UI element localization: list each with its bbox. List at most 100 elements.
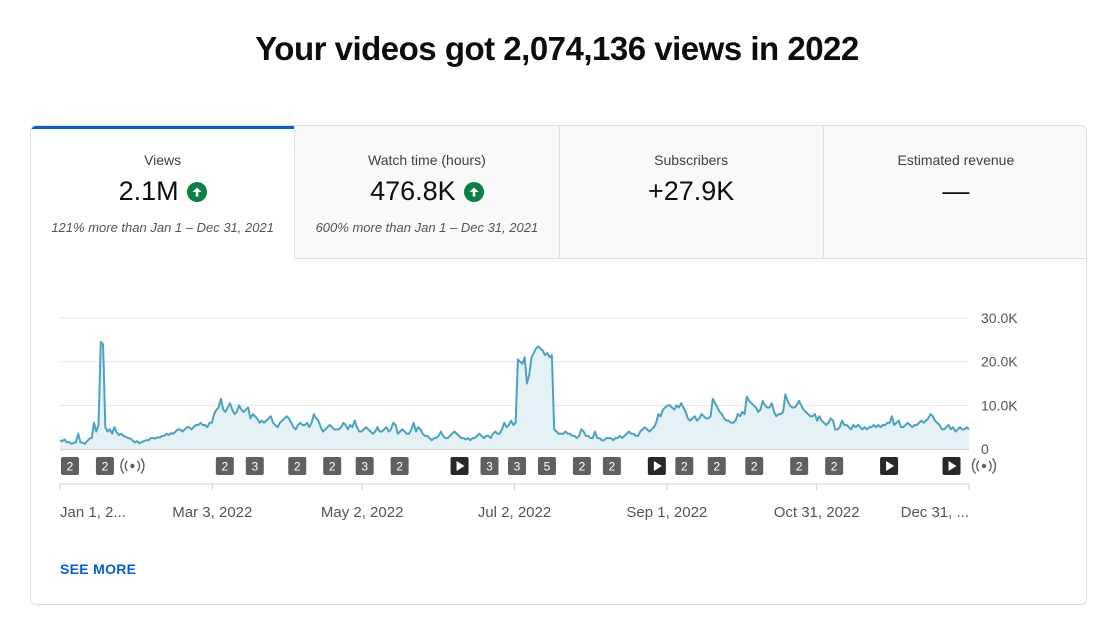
badge-box — [60, 457, 79, 475]
y-tick-label: 10.0K — [981, 397, 1018, 413]
x-tick-label: May 2, 2022 — [321, 504, 404, 521]
video-count-badge: 2 — [288, 457, 307, 475]
badge-count: 5 — [544, 460, 551, 474]
badge-count: 2 — [681, 460, 688, 474]
tab-subscribers[interactable]: Subscribers +27.9K — [559, 126, 824, 259]
series-area — [60, 342, 969, 449]
x-tick-label: Jul 2, 2022 — [478, 504, 551, 521]
badge-count: 3 — [251, 460, 258, 474]
tab-value: — — [824, 176, 1086, 207]
see-more-link[interactable]: SEE MORE — [60, 561, 137, 577]
video-count-badge: 2 — [707, 457, 726, 475]
series-line — [59, 341, 970, 445]
badge-box — [355, 457, 374, 475]
play-triangle — [653, 461, 662, 471]
video-count-badge: 2 — [95, 457, 114, 475]
tab-value-text: 2.1M — [118, 176, 179, 206]
tab-views[interactable]: Views 2.1M 121% more than Jan 1 – Dec 31… — [31, 126, 296, 259]
play-triangle — [948, 461, 957, 471]
badge-count: 2 — [102, 460, 109, 474]
video-count-badge: 2 — [745, 457, 764, 475]
tab-label: Subscribers — [654, 152, 729, 168]
y-tick-label: 0 — [981, 441, 989, 457]
live-dot — [130, 463, 135, 469]
views-chart: 30.0K 20.0K 10.0K 0 2 2 2 3 2 2 3 2 3 3 5 2 2 2 2 2 2 2 Jan 1,… — [31, 259, 1086, 539]
x-tick-label: Dec 31, ... — [901, 504, 969, 521]
badge-box — [507, 457, 526, 475]
video-count-badge: 3 — [507, 457, 526, 475]
live-icon — [971, 458, 997, 474]
tab-value-text: 476.8K — [370, 176, 456, 206]
tab-label: Watch time (hours) — [368, 152, 486, 168]
arrow-up-icon — [186, 181, 207, 202]
video-count-badge: 2 — [323, 457, 342, 475]
badge-count: 2 — [294, 460, 301, 474]
y-tick-label: 20.0K — [981, 354, 1018, 370]
video-count-badge: 2 — [60, 457, 79, 475]
x-tick-label: Oct 31, 2022 — [774, 504, 860, 521]
tab-value-text: — — [942, 176, 970, 206]
badge-count: 3 — [486, 460, 493, 474]
live-wave — [124, 460, 128, 472]
live-wave — [971, 458, 977, 474]
play-icon — [880, 457, 899, 475]
live-dot — [981, 463, 987, 469]
live-wave — [136, 460, 141, 472]
comparison-text: 600% more than Jan 1 – Dec 31, 2021 — [315, 220, 539, 235]
y-tick-label: 30.0K — [981, 310, 1018, 326]
tab-value-text: +27.9K — [647, 176, 735, 206]
video-count-badge: 2 — [390, 457, 409, 475]
page-title: Your videos got 2,074,136 views in 2022 — [255, 30, 859, 67]
video-count-badge: 2 — [572, 457, 591, 475]
badge-count: 2 — [751, 460, 758, 474]
analytics-card: Views 2.1M 121% more than Jan 1 – Dec 31… — [30, 125, 1087, 605]
video-count-badge: 2 — [215, 457, 234, 475]
badge-box — [707, 457, 726, 475]
badge-count: 2 — [396, 460, 403, 474]
play-triangle — [456, 461, 465, 471]
badge-count: 3 — [361, 460, 368, 474]
live-wave — [976, 460, 980, 472]
tab-watch-time[interactable]: Watch time (hours) 476.8K 600% more than… — [295, 126, 560, 259]
badge-box — [675, 457, 694, 475]
video-count-badge: 2 — [602, 457, 621, 475]
video-count-badge: 3 — [480, 457, 499, 475]
play-triangle — [886, 461, 895, 471]
badge-count: 2 — [579, 460, 586, 474]
badge-count: 2 — [609, 460, 616, 474]
live-wave — [120, 458, 125, 474]
badge-count: 2 — [329, 460, 336, 474]
metric-tabs: Views 2.1M 121% more than Jan 1 – Dec 31… — [31, 126, 1086, 259]
video-count-badge: 3 — [355, 457, 374, 475]
badge-count: 2 — [713, 460, 720, 474]
badge-box — [745, 457, 764, 475]
badge-box — [245, 457, 264, 475]
badge-box — [572, 457, 591, 475]
badge-box — [602, 457, 621, 475]
video-count-badge: 2 — [675, 457, 694, 475]
live-wave — [140, 458, 145, 474]
tab-label: Views — [144, 152, 182, 168]
badge-count: 3 — [514, 460, 521, 474]
badge-box — [95, 457, 114, 475]
video-count-badge: 3 — [245, 457, 264, 475]
tab-value: 2.1M — [31, 176, 294, 207]
badge-box — [215, 457, 234, 475]
badge-box — [288, 457, 307, 475]
badge-box — [480, 457, 499, 475]
video-count-badge: 2 — [790, 457, 809, 475]
live-wave — [991, 458, 997, 474]
tab-value: 476.8K — [295, 176, 558, 207]
play-icon — [647, 457, 666, 475]
tab-value: +27.9K — [560, 176, 823, 207]
x-tick-label: Sep 1, 2022 — [626, 504, 707, 521]
badge-count: 2 — [67, 460, 74, 474]
tab-estimated-revenue[interactable]: Estimated revenue — — [823, 126, 1086, 259]
live-icon — [120, 458, 145, 474]
tab-label: Estimated revenue — [897, 152, 1015, 168]
badge-count: 2 — [796, 460, 803, 474]
badge-count: 2 — [831, 460, 838, 474]
badge-box — [790, 457, 809, 475]
x-tick-label: Mar 3, 2022 — [172, 504, 252, 521]
play-icon — [450, 457, 469, 475]
